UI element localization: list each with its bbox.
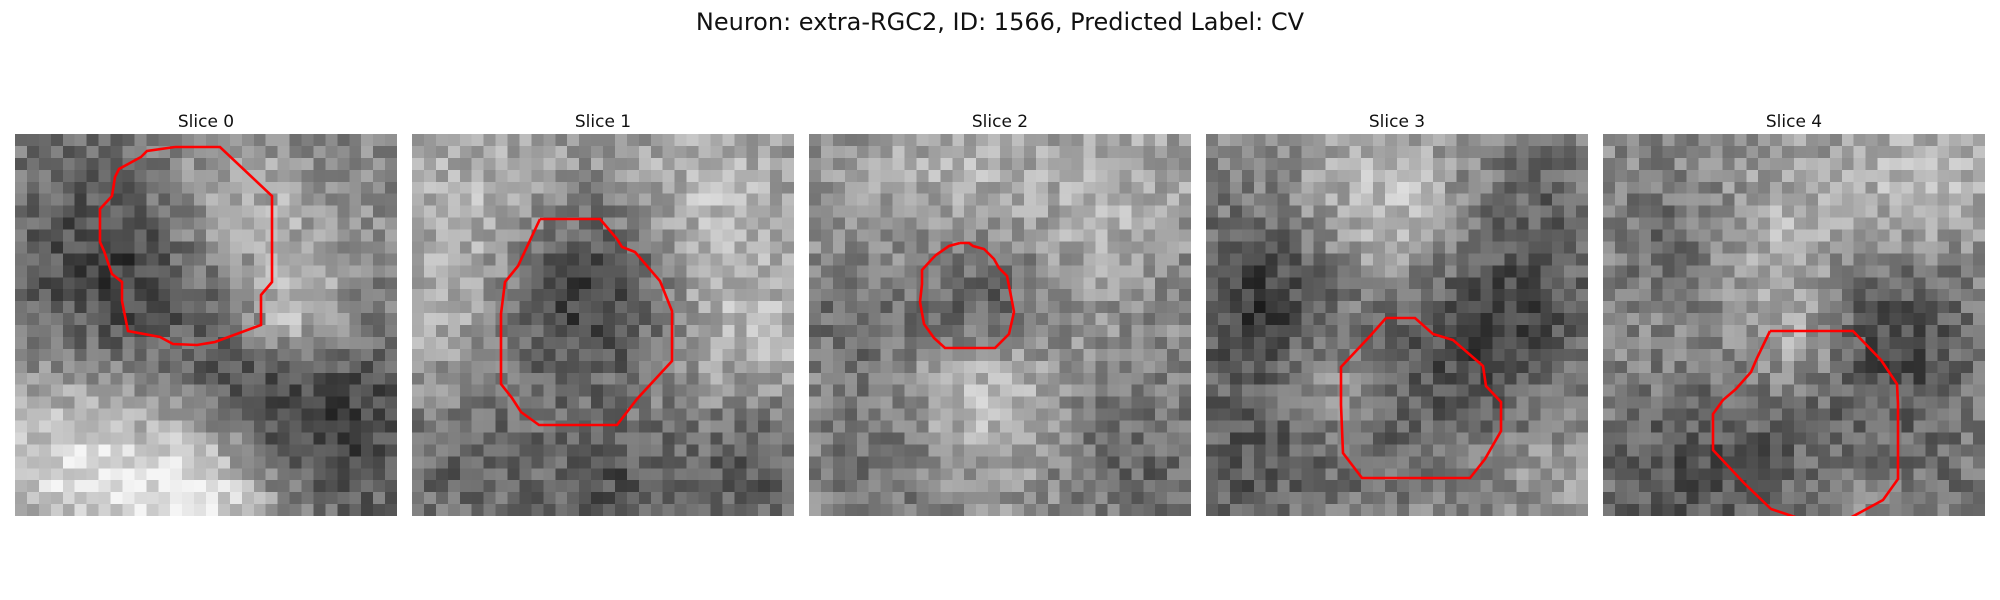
cell-outline-overlay [499,217,674,427]
microscopy-image [809,134,1191,516]
cell-outline [98,145,274,347]
figure-title: Neuron: extra-RGC2, ID: 1566, Predicted … [695,8,1305,36]
cell-outline-overlay [1711,329,1900,516]
cell-outline [1711,329,1900,516]
slice-panel-0: Slice 0 [15,110,397,516]
grayscale-tile [1603,134,1985,516]
cell-outline [499,217,674,427]
slice-title: Slice 0 [177,112,235,132]
slice-title: Slice 4 [1765,112,1823,132]
cell-outline-overlay [918,241,1016,350]
slice-panel-4: Slice 4 [1603,110,1985,516]
grayscale-tile [15,134,397,516]
microscopy-image [412,134,794,516]
grayscale-tile [809,134,1191,516]
slice-title: Slice 2 [971,112,1029,132]
cell-outline [918,241,1016,350]
microscopy-image [1603,134,1985,516]
slice-title: Slice 1 [574,112,632,132]
slice-title: Slice 3 [1368,112,1426,132]
cell-outline-overlay [98,145,274,347]
microscopy-image [1206,134,1588,516]
cell-outline-overlay [1339,316,1503,480]
slice-panel-1: Slice 1 [412,110,794,516]
slice-panel-3: Slice 3 [1206,110,1588,516]
grayscale-tile [1206,134,1588,516]
grayscale-tile [412,134,794,516]
microscopy-image [15,134,397,516]
slice-panel-2: Slice 2 [809,110,1191,516]
cell-outline [1339,316,1503,480]
